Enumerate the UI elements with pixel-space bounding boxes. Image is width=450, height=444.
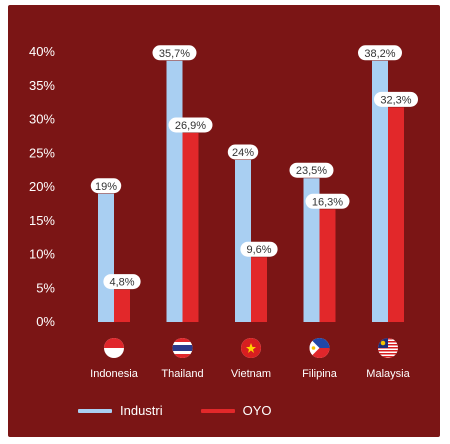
x-tick-label: Thailand xyxy=(161,368,203,380)
y-tick-label: 30% xyxy=(29,112,55,127)
x-tick-label: Indonesia xyxy=(90,368,139,380)
bar-industri-vietnam xyxy=(235,160,251,322)
data-label-oyo-indonesia: 4,8% xyxy=(103,274,141,290)
bar-oyo-thailand xyxy=(182,133,199,322)
flag-thailand-icon xyxy=(172,338,193,358)
data-label-industri-thailand: 35,7% xyxy=(152,45,197,61)
data-label-industri-malaysia-bg xyxy=(358,45,402,61)
flag-stripe xyxy=(378,350,398,352)
legend: Industri OYO xyxy=(78,403,272,418)
bar-oyo-filipina xyxy=(319,209,336,322)
x-tick-label: Vietnam xyxy=(231,368,271,380)
legend-label-oyo: OYO xyxy=(242,403,272,418)
data-label-industri-indonesia-bg xyxy=(90,178,122,194)
data-label-oyo-indonesia-text: 4,8% xyxy=(109,277,134,289)
x-tick-label: Malaysia xyxy=(366,368,410,380)
data-label-oyo-filipina-text: 16,3% xyxy=(312,196,343,208)
flag-stripe xyxy=(104,338,124,348)
bar-industri-thailand xyxy=(166,60,183,323)
flag-indonesia-icon-stripes xyxy=(104,338,124,348)
flag-stripe xyxy=(172,354,193,358)
flag-vietnam-icon xyxy=(241,338,261,358)
y-tick-label: 20% xyxy=(29,179,55,194)
flag-indonesia-icon xyxy=(104,338,124,358)
y-tick-label: 35% xyxy=(29,78,55,93)
data-label-industri-malaysia: 38,2% xyxy=(358,45,402,61)
data-label-industri-malaysia-text: 38,2% xyxy=(364,48,395,60)
data-label-oyo-thailand: 26,9% xyxy=(168,117,213,133)
data-label-oyo-malaysia-bg xyxy=(374,91,418,107)
legend-swatch-oyo xyxy=(200,408,235,413)
data-label-oyo-filipina: 16,3% xyxy=(305,193,350,209)
legend-swatch-industri xyxy=(78,408,112,413)
data-label-oyo-thailand-bg xyxy=(168,117,213,133)
data-label-oyo-malaysia: 32,3% xyxy=(374,91,418,107)
data-label-industri-filipina-bg xyxy=(289,162,334,178)
flag-stripe xyxy=(172,345,193,351)
flag-malaysia-icon xyxy=(378,338,398,358)
data-label-industri-indonesia-text: 19% xyxy=(95,181,117,193)
y-tick-label: 10% xyxy=(29,247,55,262)
flag-malaysia-icon-stripes xyxy=(378,338,398,358)
data-label-oyo-vietnam-bg xyxy=(240,241,278,257)
legend-label-industri: Industri xyxy=(120,403,163,418)
bar-industri-malaysia xyxy=(372,60,388,323)
data-label-industri-thailand-text: 35,7% xyxy=(159,48,190,60)
flag-stripe xyxy=(172,338,193,342)
data-label-oyo-vietnam-text: 9,6% xyxy=(246,244,271,256)
data-label-oyo-filipina-bg xyxy=(305,193,350,209)
y-tick-label: 0% xyxy=(36,314,55,329)
y-tick-label: 5% xyxy=(36,280,55,295)
flag-stripe xyxy=(378,353,398,355)
data-label-oyo-vietnam: 9,6% xyxy=(240,241,278,257)
data-label-oyo-indonesia-bg xyxy=(103,274,141,290)
y-tick-label: 40% xyxy=(29,44,55,59)
data-label-industri-filipina-text: 23,5% xyxy=(296,165,327,177)
data-label-industri-vietnam-text: 24% xyxy=(232,147,254,159)
bar-industri-indonesia xyxy=(98,193,114,322)
flag-stripe xyxy=(378,356,398,358)
data-label-industri-filipina: 23,5% xyxy=(289,162,334,178)
flag-vietnam-icon-stripes xyxy=(241,338,261,358)
y-tick-label: 15% xyxy=(29,213,55,228)
flag-philippines-icon-stripes xyxy=(309,338,330,358)
flag-stripe xyxy=(309,338,330,348)
bar-chart: 0% 5% 10% 15% 20% 25% 30% 35% 40% 19% 4,8% Indonesi… xyxy=(29,44,418,380)
legend-item-oyo: OYO xyxy=(200,403,272,418)
flag-star xyxy=(246,343,256,353)
chart-panel: 0% 5% 10% 15% 20% 25% 30% 35% 40% 19% 4,8% Indonesi… xyxy=(8,5,440,437)
legend-item-industri: Industri xyxy=(78,403,163,418)
bar-oyo-vietnam xyxy=(251,257,267,322)
data-label-industri-thailand-bg xyxy=(152,45,197,61)
flag-philippines-icon xyxy=(309,338,330,358)
bar-industri-filipina xyxy=(303,178,320,322)
data-label-oyo-malaysia-text: 32,3% xyxy=(380,94,411,106)
x-tick-label: Filipina xyxy=(302,368,338,380)
data-label-industri-vietnam-bg xyxy=(227,144,259,160)
data-label-industri-indonesia: 19% xyxy=(90,178,122,194)
data-label-oyo-thailand-text: 26,9% xyxy=(175,120,206,132)
bar-oyo-indonesia xyxy=(114,289,130,322)
flag-thailand-icon-stripes xyxy=(172,338,193,358)
flag-stripe xyxy=(309,348,330,358)
flag-sun xyxy=(311,346,316,350)
y-tick-label: 25% xyxy=(29,145,55,160)
data-label-industri-vietnam: 24% xyxy=(227,144,259,160)
bar-oyo-malaysia xyxy=(388,107,404,322)
flag-crescent xyxy=(380,340,386,346)
